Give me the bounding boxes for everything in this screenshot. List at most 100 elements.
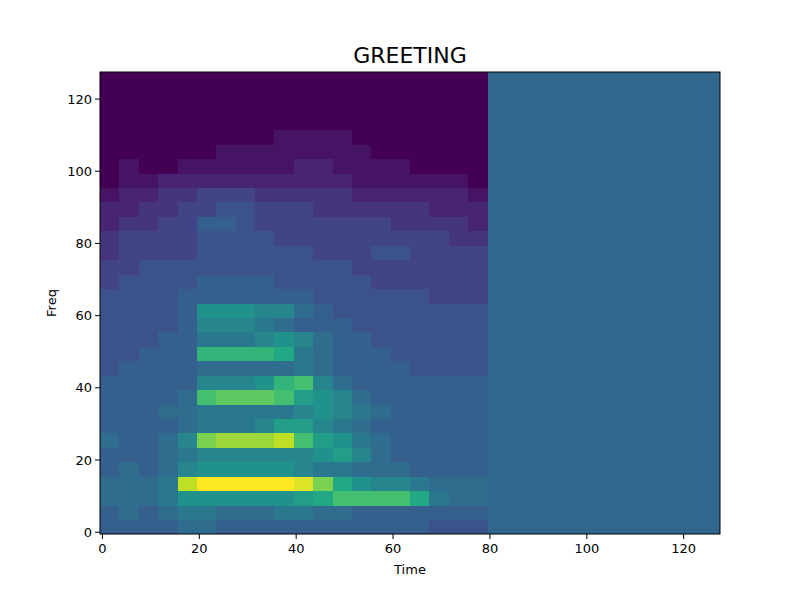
cell	[604, 231, 624, 246]
cell	[662, 317, 682, 332]
cell	[604, 404, 624, 419]
cell	[584, 505, 604, 520]
cell	[604, 361, 624, 376]
cell	[507, 419, 527, 434]
cell	[468, 317, 488, 332]
cell	[662, 245, 682, 260]
cell	[429, 390, 449, 405]
y-tick-label: 20	[75, 453, 92, 468]
cell	[294, 72, 314, 87]
cell	[178, 144, 198, 159]
cell	[681, 346, 701, 361]
cell	[410, 505, 430, 520]
cell	[565, 245, 585, 260]
cell	[100, 86, 120, 101]
cell	[701, 245, 720, 260]
cell	[546, 390, 566, 405]
cell	[391, 505, 411, 520]
cell	[391, 245, 411, 260]
cell	[584, 245, 604, 260]
cell	[333, 390, 353, 405]
cell	[623, 159, 643, 174]
cell	[662, 462, 682, 477]
cell	[197, 72, 217, 87]
cell	[604, 188, 624, 203]
cell	[623, 491, 643, 506]
cell	[429, 404, 449, 419]
cell	[158, 159, 178, 174]
cell	[197, 404, 217, 419]
cell	[255, 188, 275, 203]
x-tick	[393, 534, 394, 539]
cell	[565, 303, 585, 318]
cell	[604, 289, 624, 304]
cell	[216, 202, 236, 217]
cell	[313, 404, 333, 419]
cell	[526, 404, 546, 419]
cell	[604, 346, 624, 361]
cell	[429, 144, 449, 159]
cell	[197, 433, 217, 448]
cell	[333, 447, 353, 462]
cell	[681, 101, 701, 116]
cell	[643, 289, 663, 304]
cell	[139, 505, 159, 520]
cell	[623, 317, 643, 332]
cell	[352, 317, 372, 332]
cell	[468, 375, 488, 390]
cell	[158, 216, 178, 231]
cell	[681, 289, 701, 304]
cell	[410, 159, 430, 174]
cell	[488, 130, 508, 145]
cell	[371, 216, 391, 231]
cell	[681, 447, 701, 462]
cell	[410, 404, 430, 419]
cell	[526, 86, 546, 101]
cell	[274, 303, 294, 318]
cell	[507, 72, 527, 87]
cell	[100, 231, 120, 246]
cell	[565, 274, 585, 289]
cell	[158, 101, 178, 116]
cell	[216, 476, 236, 491]
cell	[255, 447, 275, 462]
cell	[352, 260, 372, 275]
cell	[216, 447, 236, 462]
cell	[255, 390, 275, 405]
plot-frame	[100, 72, 720, 534]
cell	[139, 159, 159, 174]
cell	[507, 289, 527, 304]
cell	[313, 130, 333, 145]
cell	[139, 245, 159, 260]
cell	[119, 245, 139, 260]
cell	[119, 188, 139, 203]
cell	[294, 346, 314, 361]
cell	[449, 289, 469, 304]
cell	[546, 202, 566, 217]
cell	[468, 245, 488, 260]
cell	[643, 332, 663, 347]
cell	[701, 303, 720, 318]
cell	[139, 289, 159, 304]
cell	[507, 115, 527, 130]
cell	[565, 404, 585, 419]
cell	[274, 375, 294, 390]
cell	[139, 144, 159, 159]
cell	[178, 231, 198, 246]
cell	[623, 86, 643, 101]
cell	[158, 520, 178, 534]
cell	[333, 144, 353, 159]
cell	[294, 476, 314, 491]
chart: 020406080100120020406080100120GREETINGTi…	[0, 0, 800, 600]
cell	[410, 130, 430, 145]
cell	[294, 274, 314, 289]
cell	[643, 115, 663, 130]
x-tick-label: 80	[482, 541, 499, 556]
cell	[643, 260, 663, 275]
cell	[410, 361, 430, 376]
cell	[604, 332, 624, 347]
cell	[197, 274, 217, 289]
cell	[429, 332, 449, 347]
cell	[178, 404, 198, 419]
cell	[623, 260, 643, 275]
